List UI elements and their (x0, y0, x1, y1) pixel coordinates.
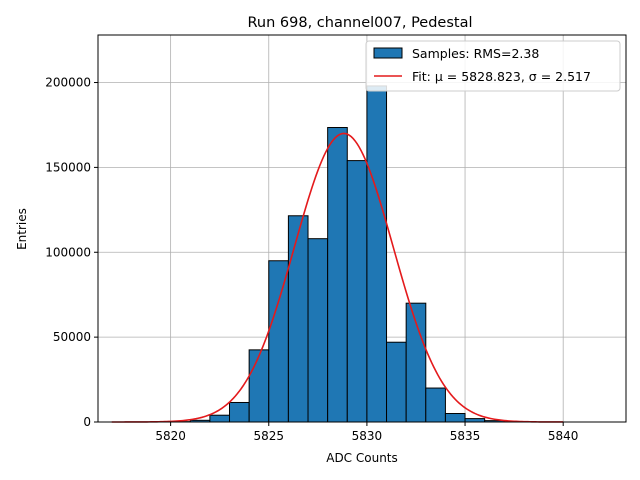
histogram-bar (425, 387, 446, 423)
y-tick-label-2: 100000 (45, 245, 91, 259)
histogram-bar (346, 160, 368, 423)
x-axis-label: ADC Counts (326, 451, 398, 465)
y-tick-label-3: 150000 (45, 160, 91, 174)
histogram-bar (209, 414, 231, 423)
x-tick-label-0: 5820 (155, 429, 186, 443)
legend-swatch-samples (373, 47, 403, 59)
y-axis-ticks: 0 50000 100000 150000 200000 (45, 76, 98, 429)
legend-box (365, 40, 621, 92)
histogram-bar (248, 349, 270, 423)
plot-frame (97, 34, 627, 423)
histogram-bar (366, 85, 388, 423)
y-tick-label-4: 200000 (45, 76, 91, 90)
x-tick-label-1: 5825 (253, 429, 284, 443)
x-tick-label-4: 5840 (548, 429, 579, 443)
x-tick-label-3: 5835 (450, 429, 481, 443)
y-tick-label-0: 0 (83, 415, 91, 429)
histogram-bar (464, 418, 486, 423)
histogram-bar (327, 127, 348, 423)
y-tick-label-1: 50000 (53, 330, 91, 344)
x-axis-ticks: 5820 5825 5830 5835 5840 (155, 422, 578, 443)
x-tick-label-2: 5830 (352, 429, 383, 443)
histogram-bar (229, 401, 250, 423)
chart-title: Run 698, channel007, Pedestal (247, 15, 472, 31)
histogram-bar (287, 215, 309, 423)
histogram-bar (268, 260, 289, 423)
histogram-bar (307, 238, 329, 423)
y-axis-label: Entries (15, 208, 29, 250)
legend: Samples: RMS=2.38 Fit: μ = 5828.823, σ =… (365, 40, 621, 92)
legend-label-fit: Fit: μ = 5828.823, σ = 2.517 (412, 69, 591, 84)
histogram-bar (444, 413, 466, 423)
histogram-bar (386, 341, 407, 423)
legend-label-samples: Samples: RMS=2.38 (412, 46, 539, 61)
fit-curve (111, 132, 564, 423)
